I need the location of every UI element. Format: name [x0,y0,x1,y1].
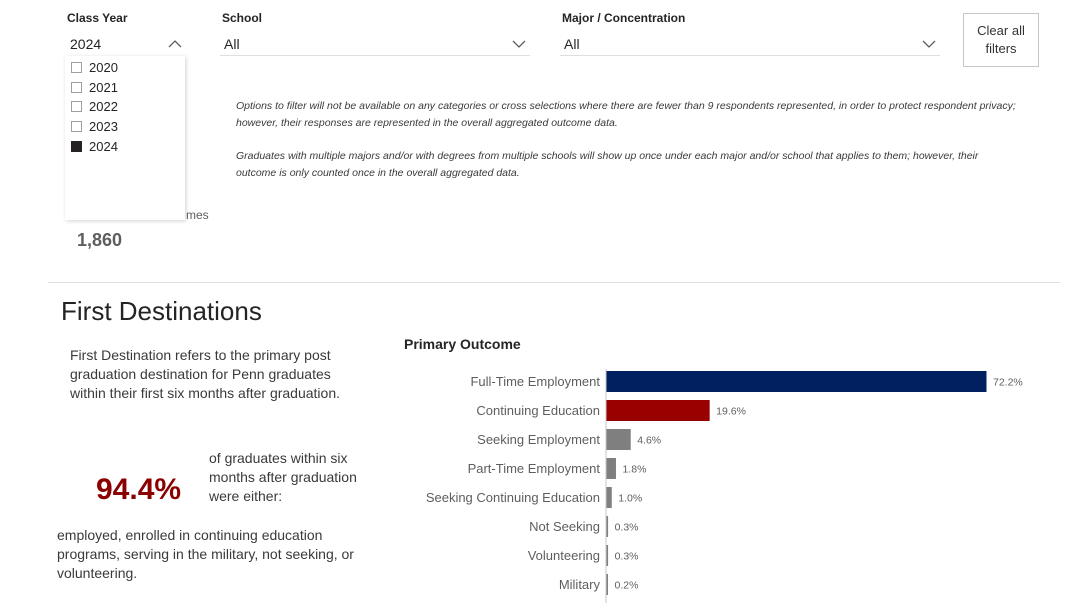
category-label: Not Seeking [529,519,600,534]
data-label: 72.2% [993,377,1023,389]
checkbox-checked-icon[interactable] [71,140,82,152]
school-value: All [224,35,240,52]
data-label: 0.3% [615,522,639,534]
primary-outcome-chart: Full-Time Employment 72.2% Continuing Educ… [426,369,1023,603]
bar[interactable] [606,574,609,595]
bar[interactable] [606,516,609,537]
bar[interactable] [606,458,616,479]
bar[interactable] [606,371,987,392]
major-select[interactable]: All [560,32,940,56]
class-year-option[interactable]: 2022 [65,97,185,117]
class-year-dropdown: 2020 2021 2022 2023 2024 [65,56,185,220]
data-label: 1.0% [618,493,642,505]
bar[interactable] [606,487,612,508]
bar[interactable] [606,545,609,566]
school-label: School [222,11,263,25]
category-label: Seeking Continuing Education [426,490,600,505]
section-divider [48,282,1060,283]
bar[interactable] [606,429,631,450]
class-year-select[interactable]: 2024 [66,32,186,56]
checkbox-icon[interactable] [71,101,82,113]
chevron-up-icon[interactable] [166,38,184,50]
privacy-note: Options to filter will not be available … [236,100,1016,129]
class-year-option[interactable]: 2021 [65,78,185,98]
checkbox-icon[interactable] [71,62,82,74]
outcome-footer: employed, enrolled in continuing educati… [57,527,354,581]
major-label: Major / Concentration [562,11,686,25]
data-label: 4.6% [637,435,661,447]
class-year-option[interactable]: 2023 [65,117,185,137]
school-select[interactable]: All [220,32,530,56]
class-year-label: Class Year [67,11,128,25]
clear-all-filters-button[interactable]: Clear all filters [963,13,1039,67]
kpi-label-fragment: mes [186,208,209,222]
outcome-percent-caption: of graduates within six months after gra… [209,450,357,504]
chevron-down-icon[interactable] [920,38,938,50]
multiple-degrees-note: Graduates with multiple majors and/or wi… [236,150,979,179]
first-destination-description: First Destination refers to the primary … [70,347,341,401]
data-label: 0.2% [615,580,639,592]
section-title: First Destinations [61,296,262,326]
category-label: Continuing Education [476,403,600,418]
data-label: 19.6% [716,406,746,418]
chevron-down-icon[interactable] [510,38,528,50]
category-label: Full-Time Employment [470,374,600,389]
bar[interactable] [606,400,710,421]
category-label: Part-Time Employment [468,461,601,476]
chart-title: Primary Outcome [404,336,521,352]
category-label: Volunteering [528,548,600,563]
class-year-option[interactable]: 2020 [65,58,185,78]
checkbox-icon[interactable] [71,81,82,93]
total-outcomes-value: 1,860 [77,230,123,250]
data-label: 1.8% [622,464,646,476]
category-label: Seeking Employment [477,432,600,447]
class-year-option[interactable]: 2024 [65,136,185,156]
outcome-percent: 94.4% [96,473,182,506]
class-year-value: 2024 [70,36,102,52]
category-label: Military [559,577,601,592]
major-value: All [564,35,580,52]
checkbox-icon[interactable] [71,121,82,133]
data-label: 0.3% [615,551,639,563]
